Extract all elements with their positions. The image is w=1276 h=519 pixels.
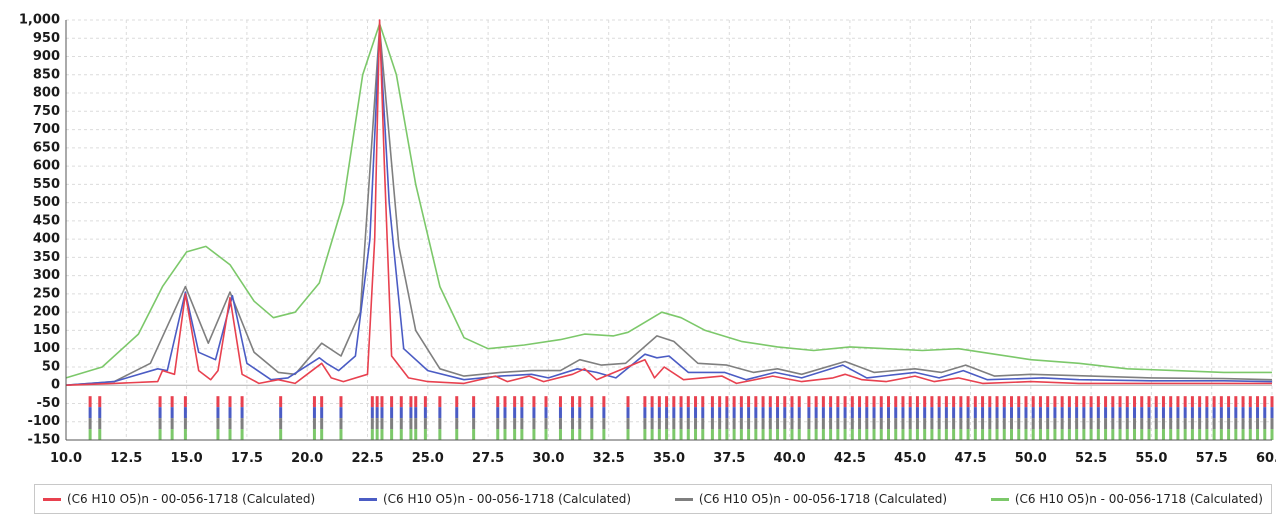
- y-tick-label: 300: [33, 268, 60, 283]
- legend-swatch-red: [43, 497, 61, 501]
- y-tick-label: 200: [33, 305, 60, 320]
- x-tick-label: 50.0: [1015, 451, 1047, 466]
- y-tick-label: 600: [33, 159, 60, 174]
- reference-peak-layer: [88, 396, 1274, 440]
- series-line-blue: [65, 30, 1273, 386]
- x-tick-label: 60.0: [1256, 451, 1276, 466]
- y-tick-label: 850: [33, 67, 60, 82]
- y-tick-label: 750: [33, 104, 60, 119]
- series-line-red: [65, 19, 1272, 386]
- series-line-green: [65, 22, 1272, 379]
- legend-swatch-green: [990, 497, 1009, 501]
- y-tick-label: 800: [33, 86, 60, 101]
- legend-swatch-gray: [674, 497, 693, 501]
- x-tick-label: 20.0: [291, 451, 323, 466]
- y-tick-label: -50: [37, 396, 61, 411]
- legend-label: (C6 H10 O5)n - 00-056-1718 (Calculated): [382, 492, 632, 506]
- x-tick-label: 37.5: [713, 451, 745, 466]
- y-tick-label: 250: [33, 286, 60, 301]
- x-tick-label: 17.5: [231, 451, 263, 466]
- y-tick-label: 900: [33, 49, 60, 64]
- legend: (C6 H10 O5)n - 00-056-1718 (Calculated) …: [34, 484, 1272, 514]
- y-tick-label: 650: [33, 140, 60, 155]
- x-tick-label: 15.0: [171, 451, 203, 466]
- x-tick-label: 45.0: [894, 451, 926, 466]
- y-tick-label: 950: [33, 31, 60, 46]
- x-tick-label: 35.0: [653, 451, 685, 466]
- x-tick-label: 25.0: [412, 451, 444, 466]
- x-tick-label: 30.0: [532, 451, 564, 466]
- legend-swatch-blue: [358, 497, 377, 501]
- y-tick-label: 400: [33, 232, 60, 247]
- series-line-gray: [65, 26, 1273, 386]
- chart-canvas: 1,00095090085080075070065060055050045040…: [19, 13, 1276, 467]
- y-tick-label: 450: [33, 213, 60, 228]
- y-tick-label: 1,000: [19, 13, 60, 28]
- x-tick-label: 52.5: [1075, 451, 1107, 466]
- x-tick-label: 47.5: [954, 451, 986, 466]
- legend-item-blue[interactable]: (C6 H10 O5)n - 00-056-1718 (Calculated): [358, 492, 632, 506]
- x-tick-label: 22.5: [351, 451, 383, 466]
- y-tick-label: -150: [27, 433, 60, 448]
- y-tick-label: 0: [51, 378, 60, 393]
- x-tick-label: 42.5: [834, 451, 866, 466]
- legend-item-red[interactable]: (C6 H10 O5)n - 00-056-1718 (Calculated): [43, 492, 315, 506]
- legend-item-green[interactable]: (C6 H10 O5)n - 00-056-1718 (Calculated): [990, 492, 1263, 506]
- y-tick-label: 700: [33, 122, 60, 137]
- legend-label: (C6 H10 O5)n - 00-056-1718 (Calculated): [1014, 492, 1263, 506]
- xrd-chart: 1,000 950 900 850 800 750 700 650 600 550 500 450 40…: [19, 13, 1276, 467]
- x-tick-label: 57.5: [1196, 451, 1228, 466]
- legend-label: (C6 H10 O5)n - 00-056-1718 (Calculated): [67, 492, 316, 506]
- y-tick-label: 150: [33, 323, 60, 338]
- y-tick-label: 100: [33, 341, 60, 356]
- x-tick-label: 32.5: [593, 451, 625, 466]
- x-tick-label: 55.0: [1135, 451, 1167, 466]
- x-tick-label: 27.5: [472, 451, 504, 466]
- legend-item-gray[interactable]: (C6 H10 O5)n - 00-056-1718 (Calculated): [674, 492, 948, 506]
- y-tick-label: 550: [33, 177, 60, 192]
- y-tick-label: 50: [42, 359, 60, 374]
- x-tick-label: 40.0: [774, 451, 806, 466]
- x-tick-label: 12.5: [110, 451, 142, 466]
- series-layer: [65, 19, 1273, 386]
- axis-layer: 1,00095090085080075070065060055050045040…: [19, 13, 1276, 467]
- y-tick-label: 350: [33, 250, 60, 265]
- y-tick-label: 500: [33, 195, 60, 210]
- y-tick-label: -100: [27, 414, 60, 429]
- legend-label: (C6 H10 O5)n - 00-056-1718 (Calculated): [698, 492, 948, 506]
- x-tick-label: 10.0: [50, 451, 82, 466]
